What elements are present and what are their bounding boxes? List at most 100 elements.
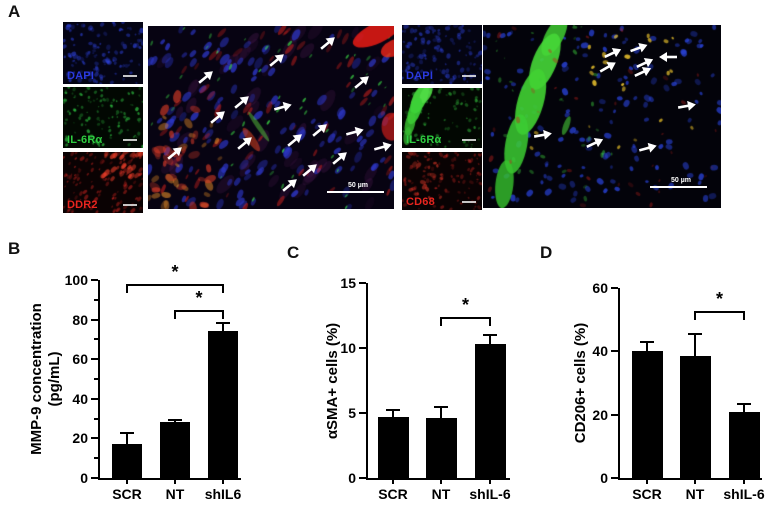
significance-star: * [195, 288, 203, 308]
error-bar-cap [168, 418, 182, 421]
tick [91, 477, 98, 479]
category-tick [222, 480, 224, 484]
category-tick [440, 480, 442, 484]
category-tick [694, 480, 696, 484]
pointer-arrow-icon [320, 37, 335, 50]
significance-bracket [126, 284, 224, 286]
arrow-overlay [483, 25, 721, 208]
bar [160, 421, 190, 478]
bar [112, 444, 142, 478]
pointer-arrow-icon [636, 57, 653, 68]
merged-micrograph-left: 50 µm [148, 26, 394, 209]
category-label: SCR [112, 486, 142, 502]
category-label: NT [431, 486, 451, 502]
pointer-arrow-icon [629, 43, 648, 53]
tick [91, 358, 98, 361]
error-bar [440, 406, 442, 420]
category-label: SCR [378, 486, 408, 502]
y-axis [366, 283, 368, 480]
pointer-arrow-icon [658, 52, 677, 63]
minor-tick [94, 338, 98, 341]
panel-d-label: D [540, 243, 553, 262]
panel-c-label: C [287, 243, 300, 262]
pointer-arrow-icon [167, 147, 182, 160]
tick [611, 413, 618, 416]
tick [91, 279, 98, 281]
category-tick [174, 480, 176, 484]
micrograph-cd68-right: CD68 [402, 152, 482, 210]
tick-label: 60 [592, 280, 608, 296]
error-bar-cap [434, 405, 448, 408]
pointer-arrow-icon [373, 141, 392, 152]
x-axis [98, 478, 241, 480]
micrograph-dapi-right: DAPI [402, 25, 482, 84]
scale-bar [462, 201, 476, 203]
error-bar [694, 333, 696, 358]
error-bar [222, 322, 224, 333]
error-bar [174, 419, 176, 423]
tick-label: 20 [72, 430, 88, 447]
category-tick [392, 480, 394, 484]
error-bar-cap [640, 340, 654, 343]
merged-image [148, 26, 394, 209]
bar [728, 411, 760, 478]
category-label: shIL-6 [723, 486, 765, 502]
pointer-arrow-icon [604, 48, 622, 58]
category-label: shIL-6 [469, 486, 511, 502]
category-label: SCR [632, 486, 662, 502]
minor-tick [94, 417, 98, 420]
y-axis [98, 280, 100, 480]
pointer-arrow-icon [345, 126, 364, 137]
channel-label-il6ra: IL-6Rα [406, 134, 442, 146]
scale-bar-label: 50 µm [348, 182, 368, 189]
error-bar-cap [386, 409, 400, 412]
pointer-arrow-icon [198, 71, 213, 84]
tick [611, 287, 618, 289]
micrograph-dapi-left: DAPI [63, 22, 143, 84]
tick-label: 100 [64, 272, 88, 288]
category-label: NT [685, 486, 705, 502]
error-bar-cap [216, 321, 230, 324]
bar [474, 344, 506, 478]
micrograph-il6ra-right: IL-6Rα [402, 88, 482, 148]
pointer-arrow-icon [274, 101, 292, 112]
significance-bracket-end [126, 284, 128, 293]
il6ra-channel-image [63, 87, 143, 148]
scale-bar [462, 139, 476, 141]
error-bar [743, 403, 745, 413]
bar [679, 356, 711, 478]
tick [359, 412, 366, 414]
tick [91, 437, 98, 440]
channel-label-cd68: CD68 [406, 196, 435, 208]
category-tick [646, 480, 648, 484]
dapi-channel-image [402, 25, 482, 84]
tick-label: 0 [80, 470, 88, 486]
significance-star: * [461, 295, 469, 315]
tick [359, 477, 366, 479]
y-axis [618, 288, 620, 480]
x-axis [618, 478, 762, 480]
tick-label: 10 [340, 340, 356, 356]
pointer-arrow-icon [282, 179, 297, 192]
scale-bar [123, 204, 137, 206]
panel-a-label: A [8, 2, 21, 21]
merged-image [483, 25, 721, 208]
scale-bar [123, 75, 137, 77]
category-tick [126, 480, 128, 484]
tick [91, 318, 98, 321]
category-tick [743, 480, 745, 484]
scale-bar [462, 75, 476, 77]
minor-tick [94, 457, 98, 460]
significance-bracket-end [743, 311, 745, 320]
tick [611, 350, 618, 353]
cd68-channel-image [402, 152, 482, 210]
error-bar-cap [483, 334, 497, 336]
tick [91, 397, 98, 400]
error-bar [126, 433, 128, 446]
category-tick [489, 480, 491, 484]
bar [425, 418, 457, 478]
tick-label: 0 [348, 470, 356, 486]
error-bar [392, 410, 394, 418]
pointer-arrow-icon [287, 134, 302, 147]
